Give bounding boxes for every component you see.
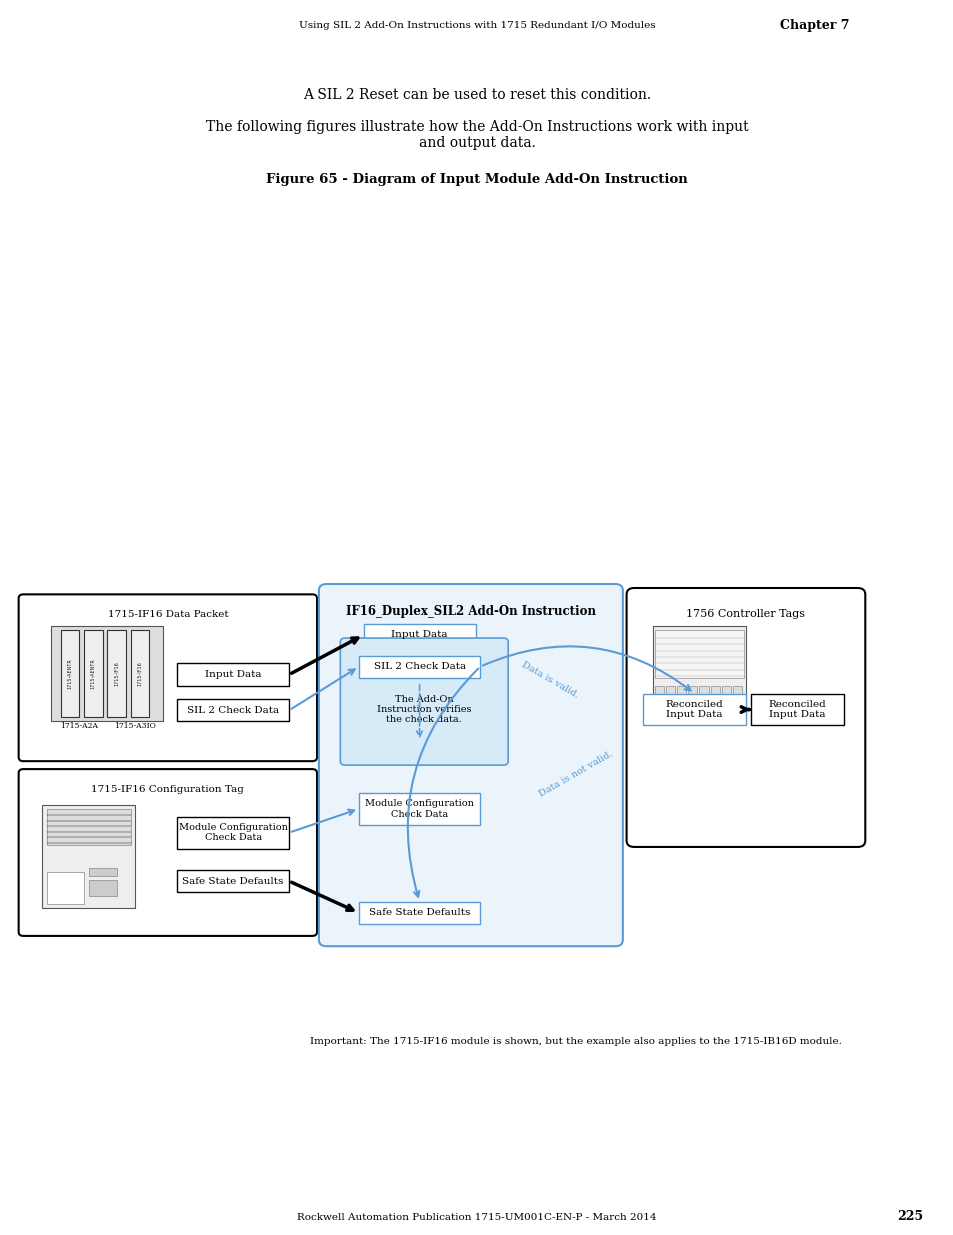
Text: Input Data: Input Data xyxy=(205,671,261,679)
Bar xyxy=(51,626,163,721)
Bar xyxy=(47,809,131,845)
FancyBboxPatch shape xyxy=(318,584,622,946)
Bar xyxy=(177,869,289,892)
Bar xyxy=(654,685,663,710)
Bar xyxy=(642,694,745,725)
Text: Important: The 1715-IF16 module is shown, but the example also applies to the 17: Important: The 1715-IF16 module is shown… xyxy=(310,1037,841,1046)
Text: 1715-A2A: 1715-A2A xyxy=(60,721,98,730)
Text: 1715-IF16: 1715-IF16 xyxy=(137,662,142,687)
Text: Module Configuration
Check Data: Module Configuration Check Data xyxy=(365,799,474,819)
Bar xyxy=(177,816,289,848)
Text: Module Configuration
Check Data: Module Configuration Check Data xyxy=(178,823,287,842)
Text: Data is valid.: Data is valid. xyxy=(519,659,579,699)
Text: Data is not valid.: Data is not valid. xyxy=(537,750,614,799)
Bar xyxy=(358,902,479,924)
Text: SIL 2 Check Data: SIL 2 Check Data xyxy=(187,706,279,715)
Text: Safe State Defaults: Safe State Defaults xyxy=(182,877,283,885)
Bar xyxy=(47,872,84,904)
Text: The following figures illustrate how the Add-On Instructions work with input
and: The following figures illustrate how the… xyxy=(206,120,747,151)
Text: 1756 Controller Tags: 1756 Controller Tags xyxy=(686,609,804,619)
Bar xyxy=(720,685,730,710)
Bar xyxy=(89,881,116,897)
FancyBboxPatch shape xyxy=(19,594,316,761)
Text: 1715-A3IO: 1715-A3IO xyxy=(114,721,156,730)
Text: 1715-IF16 Configuration Tag: 1715-IF16 Configuration Tag xyxy=(91,785,244,794)
Bar xyxy=(654,630,743,678)
Bar xyxy=(732,685,741,710)
Text: Figure 65 - Diagram of Input Module Add-On Instruction: Figure 65 - Diagram of Input Module Add-… xyxy=(266,173,687,186)
Text: IF16_Duplex_SIL2 Add-On Instruction: IF16_Duplex_SIL2 Add-On Instruction xyxy=(346,605,596,618)
Text: Input Data: Input Data xyxy=(391,630,447,640)
Bar xyxy=(687,685,697,710)
Text: Reconciled
Input Data: Reconciled Input Data xyxy=(767,700,825,719)
Text: Using SIL 2 Add-On Instructions with 1715 Redundant I/O Modules: Using SIL 2 Add-On Instructions with 171… xyxy=(298,21,655,30)
Bar xyxy=(177,663,289,685)
Bar xyxy=(107,630,126,718)
Text: Rockwell Automation Publication 1715-UM001C-EN-P - March 2014: Rockwell Automation Publication 1715-UM0… xyxy=(297,1213,656,1221)
Bar xyxy=(358,793,479,825)
Bar xyxy=(363,624,475,646)
Text: A SIL 2 Reset can be used to reset this condition.: A SIL 2 Reset can be used to reset this … xyxy=(303,88,650,103)
Bar xyxy=(61,630,79,718)
FancyBboxPatch shape xyxy=(626,588,864,847)
Bar xyxy=(358,656,479,678)
Text: 1715-IF16: 1715-IF16 xyxy=(114,662,119,687)
Bar xyxy=(750,694,843,725)
Text: SIL 2 Check Data: SIL 2 Check Data xyxy=(374,662,465,671)
Bar xyxy=(652,626,745,714)
Text: The Add-On
Instruction verifies
the check data.: The Add-On Instruction verifies the chec… xyxy=(376,694,471,725)
Text: 1715-AENTR: 1715-AENTR xyxy=(68,658,72,689)
Bar xyxy=(89,868,116,877)
Text: Chapter 7: Chapter 7 xyxy=(780,19,848,32)
Bar xyxy=(84,630,103,718)
Bar xyxy=(710,685,720,710)
Text: 1715-IF16 Data Packet: 1715-IF16 Data Packet xyxy=(108,610,228,619)
FancyBboxPatch shape xyxy=(19,769,316,936)
Text: Safe State Defaults: Safe State Defaults xyxy=(369,909,470,918)
Text: 1715-AENTR: 1715-AENTR xyxy=(91,658,95,689)
Bar xyxy=(677,685,685,710)
FancyBboxPatch shape xyxy=(340,638,508,766)
Text: Reconciled
Input Data: Reconciled Input Data xyxy=(665,700,722,719)
Bar xyxy=(177,699,289,721)
Bar xyxy=(131,630,149,718)
Bar xyxy=(665,685,675,710)
Bar xyxy=(699,685,708,710)
Bar xyxy=(42,805,135,908)
Text: 225: 225 xyxy=(896,1210,923,1224)
